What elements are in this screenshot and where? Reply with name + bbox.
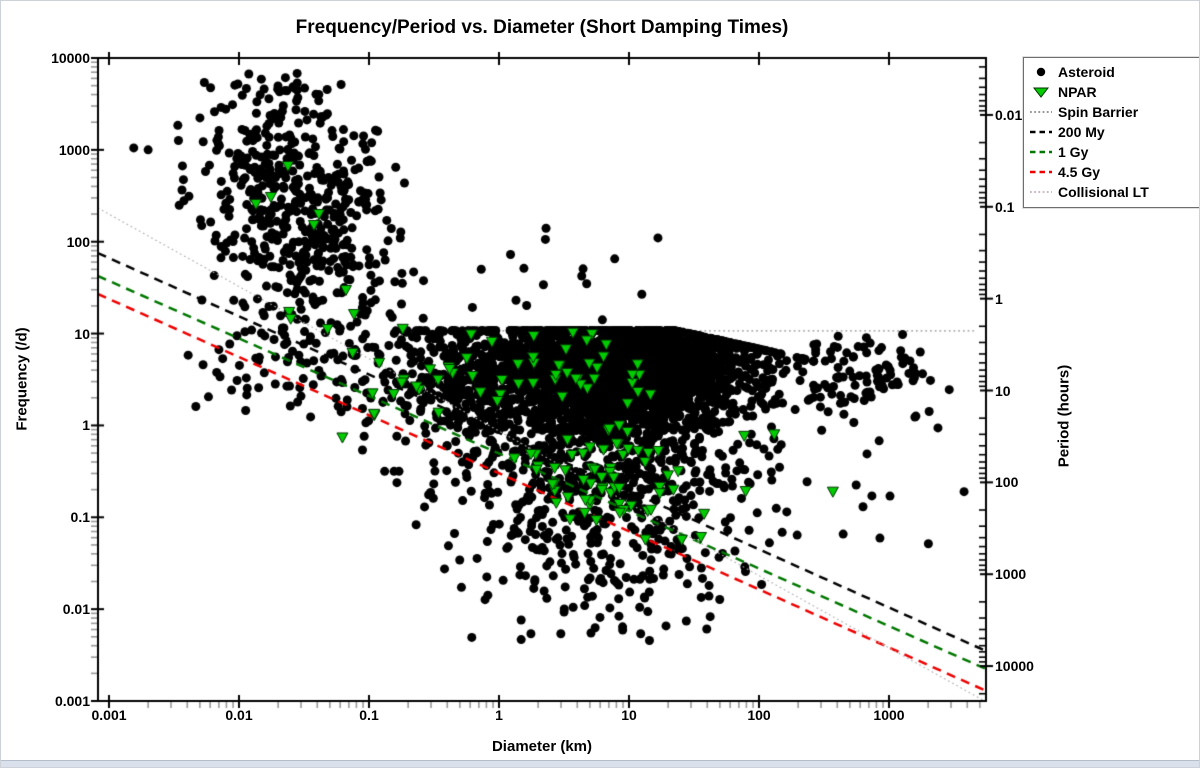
legend-label: Asteroid (1058, 64, 1115, 80)
y-right-tick-10000: 10000 (995, 658, 1034, 675)
legend-item-collisional-lt: Collisional LT (1024, 182, 1199, 202)
x-tick-1000: 1000 (873, 707, 905, 723)
x-tick-0.001: 0.001 (91, 707, 127, 723)
legend-item-asteroid: Asteroid (1024, 62, 1199, 82)
x-axis-label: Diameter (km) (491, 738, 593, 755)
legend-marker-line-icon (1024, 165, 1058, 179)
x-tick-1: 1 (495, 707, 503, 723)
y-left-tick-0.01: 0.01 (62, 601, 90, 618)
y-left-tick-0.1: 0.1 (70, 509, 90, 526)
y-right-tick-1: 1 (995, 290, 1003, 307)
legend-label: 200 My (1058, 124, 1105, 140)
window-bottom-edge (1, 760, 1199, 767)
y-right-tick-1000: 1000 (995, 566, 1027, 583)
y-axis-label-right: Period (hours) (1055, 364, 1073, 468)
legend-label: Collisional LT (1058, 184, 1149, 200)
legend-item-1-gy: 1 Gy (1024, 142, 1199, 162)
legend-label: NPAR (1058, 84, 1097, 100)
legend-label: 4.5 Gy (1058, 164, 1101, 180)
legend-item-4-5-gy: 4.5 Gy (1024, 162, 1199, 182)
y-right-tick-0.01: 0.01 (995, 106, 1023, 123)
legend-box: Asteroid NPAR Spin Barrier 200 My 1 Gy 4.5 Gy… (1022, 56, 1199, 209)
legend-marker-triangle-icon (1024, 85, 1058, 99)
legend-marker-line-icon (1024, 105, 1058, 119)
legend-label: Spin Barrier (1058, 104, 1139, 120)
x-tick-100: 100 (747, 707, 771, 723)
y-right-tick-10: 10 (995, 382, 1011, 399)
y-left-tick-1: 1 (82, 417, 90, 434)
legend-marker-dot-icon (1024, 65, 1058, 79)
legend-marker-line-icon (1024, 185, 1058, 199)
legend-marker-line-icon (1024, 125, 1058, 139)
y-left-tick-10: 10 (74, 325, 90, 342)
y-axis-label-left: Frequency (/d) (13, 327, 31, 431)
x-tick-0.01: 0.01 (225, 707, 253, 723)
y-left-tick-0.001: 0.001 (54, 692, 90, 709)
legend-item-npar: NPAR (1024, 82, 1199, 102)
legend-label: 1 Gy (1058, 144, 1089, 160)
y-left-tick-100: 100 (66, 233, 90, 250)
chart-title: Frequency/Period vs. Diameter (Short Dam… (295, 17, 789, 38)
y-left-tick-10000: 10000 (51, 50, 90, 66)
x-tick-0.1: 0.1 (359, 707, 379, 723)
legend-item-200-my: 200 My (1024, 122, 1199, 142)
y-right-tick-100: 100 (995, 474, 1019, 491)
legend-item-spin-barrier: Spin Barrier (1024, 102, 1199, 122)
legend-marker-line-icon (1024, 145, 1058, 159)
x-tick-10: 10 (621, 707, 637, 723)
y-right-tick-0.1: 0.1 (995, 198, 1015, 215)
y-left-tick-1000: 1000 (58, 141, 90, 158)
